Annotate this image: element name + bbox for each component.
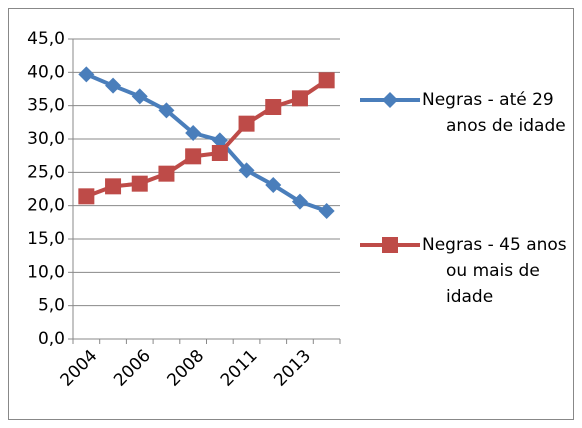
- legend-marker: [382, 237, 398, 253]
- data-point: [291, 90, 308, 107]
- data-point: [265, 99, 282, 115]
- data-point: [158, 102, 175, 119]
- y-tick-label: 30,0: [27, 129, 65, 149]
- chart-frame: [8, 8, 574, 420]
- y-tick-label: 45,0: [27, 29, 65, 49]
- data-point: [211, 132, 228, 149]
- data-point: [131, 175, 148, 192]
- legend-label: Negras - até 29 anos de idade: [422, 90, 566, 136]
- y-tick-label: 10,0: [27, 262, 65, 282]
- data-point: [185, 125, 202, 141]
- data-point: [238, 162, 255, 179]
- legend-marker: [382, 92, 398, 108]
- y-tick-label: 0,0: [38, 329, 65, 349]
- y-tick-label: 5,0: [38, 296, 65, 316]
- data-point: [131, 88, 148, 105]
- data-point: [318, 203, 335, 219]
- data-point: [78, 66, 95, 83]
- series: [78, 72, 335, 205]
- series-line: [85, 78, 328, 199]
- data-point: [265, 177, 282, 193]
- data-point: [318, 72, 335, 89]
- data-point: [105, 77, 122, 94]
- data-point: [238, 115, 255, 132]
- data-point: [291, 193, 308, 210]
- y-tick-label: 25,0: [27, 162, 65, 182]
- legend-label: Negras - 45 anos ou mais de idade: [422, 235, 567, 307]
- data-point: [78, 188, 95, 205]
- y-tick-label: 20,0: [27, 196, 65, 216]
- data-point: [185, 148, 202, 165]
- data-point: [158, 165, 175, 182]
- y-tick-label: 35,0: [27, 96, 65, 116]
- y-tick-label: 40,0: [27, 62, 65, 82]
- series-line: [85, 72, 328, 213]
- series: [78, 66, 335, 219]
- data-point: [105, 178, 122, 195]
- data-point: [211, 145, 228, 161]
- y-tick-label: 15,0: [27, 229, 65, 249]
